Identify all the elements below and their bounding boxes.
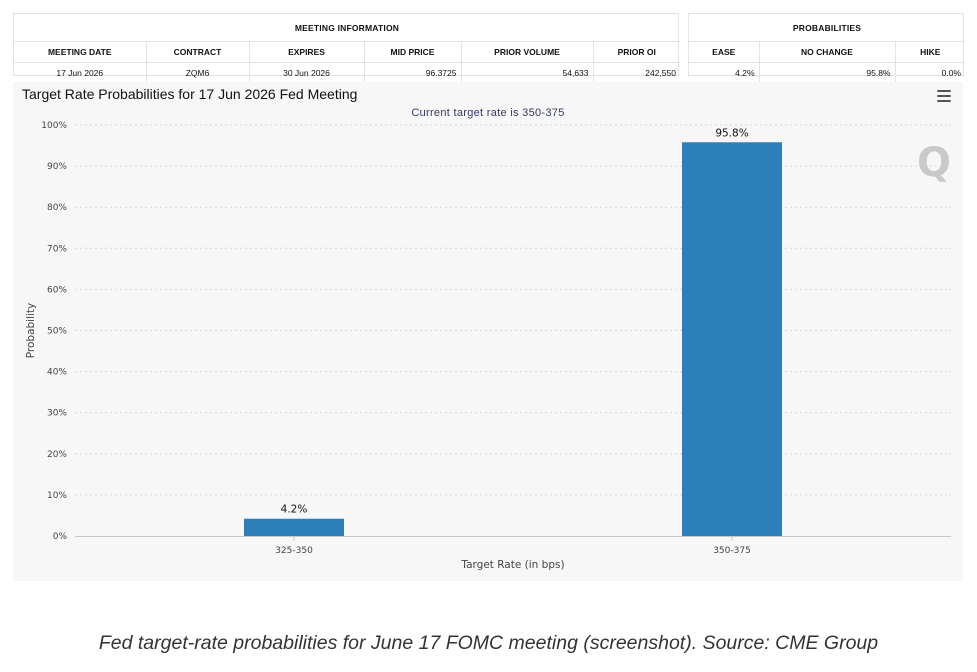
prior-oi-value: 242,550	[592, 62, 680, 83]
header-no-change: NO CHANGE	[758, 41, 896, 63]
data-label: 95.8%	[715, 127, 748, 139]
y-tick-label: 50%	[47, 327, 67, 337]
table-row: 4.2% 95.8% 0.0%	[689, 62, 966, 83]
y-tick-label: 80%	[47, 203, 67, 213]
chart-subtitle: Current target rate is 350-375	[411, 107, 565, 119]
bar-chart: 0% 10% 20% 30% 40% 50% 60% 70% 80% 90% 100% 4.2% 325…	[25, 121, 951, 571]
ease-value: 4.2%	[689, 62, 760, 83]
header-prior-volume: PRIOR VOLUME	[460, 41, 594, 63]
header-meeting-date: MEETING DATE	[14, 41, 147, 63]
table-row: 17 Jun 2026 ZQM6 30 Jun 2026 96.3725 54,…	[14, 62, 680, 83]
x-tick-label: 350-375	[713, 546, 751, 556]
meeting-information-title: MEETING INFORMATION	[14, 14, 680, 42]
y-tick-label: 90%	[47, 162, 67, 172]
probabilities-panel: PROBABILITIES EASE NO CHANGE HIKE 4.2% 9…	[688, 13, 966, 83]
y-tick-label: 60%	[47, 285, 67, 295]
y-axis-title: Probability	[25, 303, 37, 359]
prior-volume-value: 54,633	[460, 62, 594, 83]
x-tick-label: 325-350	[275, 546, 313, 556]
watermark-logo: Q	[917, 140, 952, 186]
hike-value: 0.0%	[894, 62, 966, 83]
chart-title: Target Rate Probabilities for 17 Jun 202…	[22, 86, 358, 102]
hamburger-menu-icon[interactable]	[937, 90, 951, 102]
meeting-information-panel: MEETING INFORMATION MEETING DATE CONTRAC…	[13, 13, 680, 83]
y-tick-label: 70%	[47, 244, 67, 254]
data-label: 4.2%	[281, 504, 308, 516]
bar	[244, 518, 344, 536]
header-prior-oi: PRIOR OI	[592, 41, 680, 63]
y-tick-label: 10%	[47, 491, 67, 501]
chart-area: 0% 10% 20% 30% 40% 50% 60% 70% 80% 90% 100% 4.2% 325…	[13, 82, 963, 581]
no-change-value: 95.8%	[758, 62, 896, 83]
expires-value: 30 Jun 2026	[248, 62, 365, 83]
y-tick-label: 40%	[47, 368, 67, 378]
header-expires: EXPIRES	[248, 41, 365, 63]
bar	[682, 142, 782, 536]
contract-value: ZQM6	[145, 62, 250, 83]
y-tick-label: 30%	[47, 409, 67, 419]
image-caption: Fed target-rate probabilities for June 1…	[98, 632, 879, 654]
y-tick-label: 0%	[53, 532, 68, 542]
probabilities-title: PROBABILITIES	[689, 14, 966, 42]
meeting-date-value: 17 Jun 2026	[14, 62, 147, 83]
x-axis-title: Target Rate (in bps)	[460, 559, 564, 571]
y-tick-label: 100%	[41, 121, 67, 131]
y-tick-label: 20%	[47, 450, 67, 460]
header-hike: HIKE	[894, 41, 966, 63]
header-ease: EASE	[689, 41, 760, 63]
mid-price-value: 96.3725	[363, 62, 462, 83]
header-mid-price: MID PRICE	[363, 41, 462, 63]
header-contract: CONTRACT	[145, 41, 250, 63]
